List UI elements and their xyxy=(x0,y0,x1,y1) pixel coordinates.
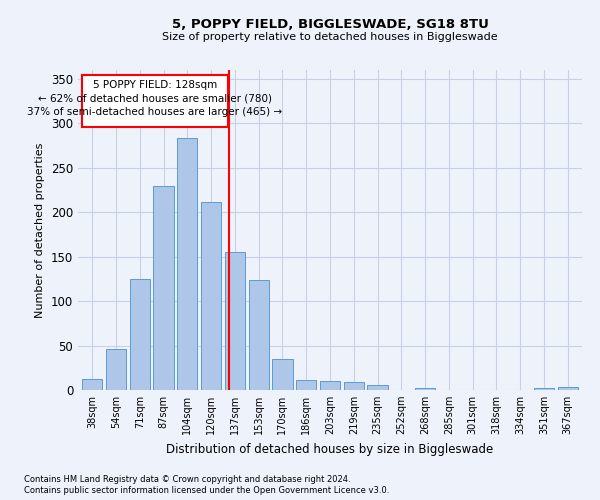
Bar xyxy=(534,388,554,390)
Text: Contains public sector information licensed under the Open Government Licence v3: Contains public sector information licen… xyxy=(24,486,389,495)
Text: 5 POPPY FIELD: 128sqm: 5 POPPY FIELD: 128sqm xyxy=(93,80,217,90)
Bar xyxy=(130,279,150,390)
Text: 37% of semi-detached houses are larger (465) →: 37% of semi-detached houses are larger (… xyxy=(28,107,283,117)
Bar xyxy=(177,138,197,390)
Bar xyxy=(344,382,364,390)
Bar xyxy=(225,252,245,390)
Text: 5, POPPY FIELD, BIGGLESWADE, SG18 8TU: 5, POPPY FIELD, BIGGLESWADE, SG18 8TU xyxy=(172,18,488,30)
FancyBboxPatch shape xyxy=(82,76,228,127)
Bar xyxy=(367,384,388,390)
Text: Size of property relative to detached houses in Biggleswade: Size of property relative to detached ho… xyxy=(162,32,498,42)
Bar xyxy=(201,202,221,390)
Y-axis label: Number of detached properties: Number of detached properties xyxy=(35,142,46,318)
Bar xyxy=(415,388,435,390)
Bar xyxy=(106,349,126,390)
Bar xyxy=(296,380,316,390)
Text: ← 62% of detached houses are smaller (780): ← 62% of detached houses are smaller (78… xyxy=(38,94,272,104)
X-axis label: Distribution of detached houses by size in Biggleswade: Distribution of detached houses by size … xyxy=(166,442,494,456)
Bar xyxy=(320,381,340,390)
Bar xyxy=(154,186,173,390)
Bar xyxy=(557,388,578,390)
Bar xyxy=(248,280,269,390)
Bar xyxy=(272,359,293,390)
Bar xyxy=(82,380,103,390)
Text: Contains HM Land Registry data © Crown copyright and database right 2024.: Contains HM Land Registry data © Crown c… xyxy=(24,475,350,484)
